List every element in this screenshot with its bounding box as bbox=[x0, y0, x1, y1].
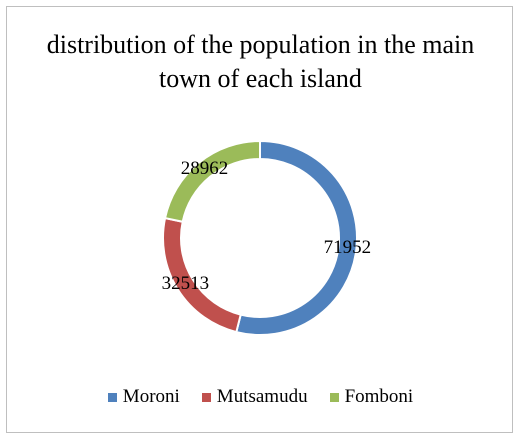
data-label: 71952 bbox=[324, 237, 372, 258]
legend-item: Moroni bbox=[107, 386, 180, 408]
legend-item: Fomboni bbox=[329, 386, 414, 408]
legend-item: Mutsamudu bbox=[201, 386, 308, 408]
legend: Moroni Mutsamudu Fomboni bbox=[0, 386, 521, 408]
legend-swatch bbox=[201, 392, 211, 402]
chart-title: distribution of the population in the ma… bbox=[46, 30, 475, 93]
chart-frame bbox=[6, 6, 513, 433]
legend-label: Fomboni bbox=[344, 386, 414, 407]
legend-label: Mutsamudu bbox=[216, 386, 308, 407]
donut-segment bbox=[163, 139, 261, 223]
data-label: 28962 bbox=[181, 158, 229, 179]
legend-label: Moroni bbox=[122, 386, 180, 407]
legend-swatch bbox=[107, 392, 117, 402]
data-label: 32513 bbox=[162, 273, 210, 294]
legend-swatch bbox=[329, 392, 339, 402]
